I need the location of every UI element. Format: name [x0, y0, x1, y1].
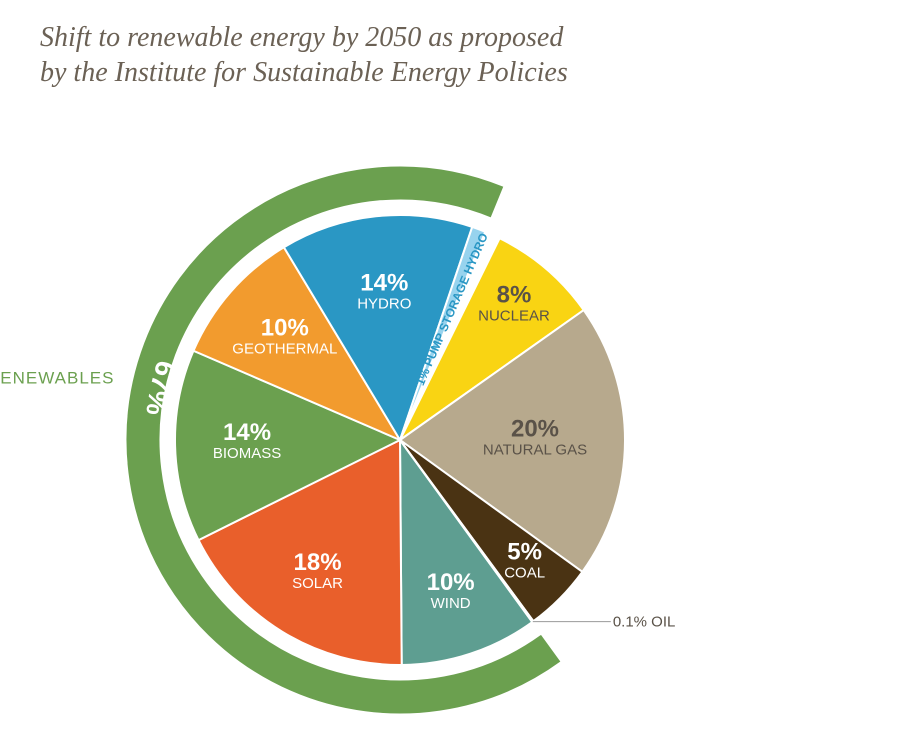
slice-pct-wind: 10%	[427, 569, 475, 596]
slice-name-geothermal: GEOTHERMAL	[232, 340, 337, 357]
slice-name-hydro: HYDRO	[357, 296, 411, 313]
slice-name-solar: SOLAR	[292, 575, 343, 592]
slice-pct-geothermal: 10%	[261, 314, 309, 341]
title-line-2: by the Institute for Sustainable Energy …	[40, 55, 568, 90]
slice-name-coal: COAL	[504, 565, 545, 582]
slice-pct-nuclear: 8%	[497, 282, 532, 309]
slice-pct-biomass: 14%	[223, 419, 271, 446]
slice-label-oil: 0.1% OIL	[613, 614, 676, 631]
renewables-ring-label: RENEWABLES	[0, 369, 114, 388]
slice-pct-gas: 20%	[511, 416, 559, 443]
slice-pct-hydro: 14%	[360, 270, 408, 297]
slice-name-wind: WIND	[431, 595, 471, 612]
chart-title: Shift to renewable energy by 2050 as pro…	[40, 20, 568, 90]
slice-name-gas: NATURAL GAS	[483, 442, 587, 459]
title-line-1: Shift to renewable energy by 2050 as pro…	[40, 20, 568, 55]
slice-pct-coal: 5%	[507, 539, 542, 566]
pie-chart: 10%WIND18%SOLAR14%BIOMASS10%GEOTHERMAL14…	[0, 120, 900, 740]
slice-name-biomass: BIOMASS	[213, 445, 281, 462]
slice-name-nuclear: NUCLEAR	[478, 308, 550, 325]
slice-pct-solar: 18%	[294, 549, 342, 576]
